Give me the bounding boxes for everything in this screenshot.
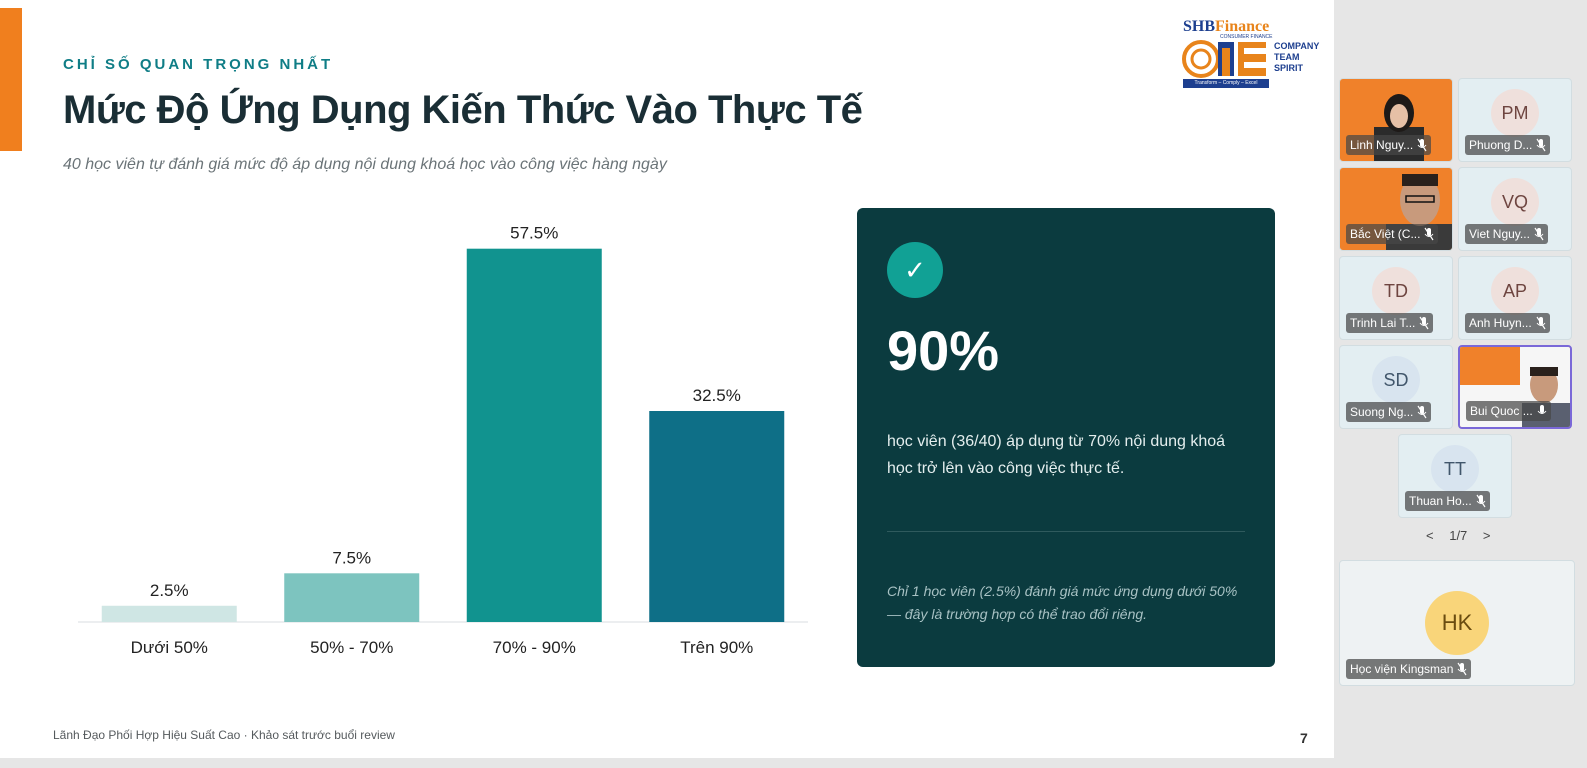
chart-bar [649, 411, 785, 622]
logo-team-lines: COMPANY TEAM SPIRIT [1274, 41, 1319, 74]
logo-team-line: SPIRIT [1274, 63, 1304, 73]
x-tick-label: Dưới 50% [131, 638, 208, 657]
highlight-note: Chỉ 1 học viên (2.5%) đánh giá mức ứng d… [887, 583, 1238, 622]
slide-subtitle: 40 học viên tự đánh giá mức độ áp dụng n… [63, 156, 667, 173]
participant-avatar: SD [1372, 356, 1420, 404]
mic-muted-icon [1417, 405, 1427, 419]
logo-sub: CONSUMER FINANCE [1220, 34, 1273, 40]
participant-name: Phuong D... [1465, 135, 1551, 155]
mic-muted-icon [1424, 227, 1434, 241]
shared-slide: CHỈ SỐ QUAN TRỌNG NHẤT Mức Độ Ứng Dụng K… [0, 0, 1334, 758]
participant-tile[interactable]: Linh Nguy... [1339, 78, 1453, 162]
participant-name-text: Linh Nguy... [1350, 138, 1414, 152]
participant-tile[interactable]: AP Anh Huyn... [1458, 256, 1572, 340]
participant-name-text: Suong Ng... [1350, 405, 1414, 419]
featured-participant-tile[interactable]: HK Học viện Kingsman [1339, 560, 1575, 686]
bar-value-label: 7.5% [332, 548, 371, 567]
participant-tile[interactable]: Bắc Việt (C... [1339, 167, 1453, 251]
participant-avatar: PM [1491, 89, 1539, 137]
slide-kicker: CHỈ SỐ QUAN TRỌNG NHẤT [63, 56, 334, 73]
logo-tagline: Transform – Comply – Excel [1183, 79, 1269, 88]
slide-footer: Lãnh Đạo Phối Hợp Hiệu Suất Cao · Khảo s… [53, 728, 395, 742]
participant-avatar: VQ [1491, 178, 1539, 226]
check-icon: ✓ [887, 242, 943, 298]
participant-name-text: Anh Huyn... [1469, 316, 1532, 330]
page-indicator: 1/7 [1449, 528, 1468, 543]
participant-name: Suong Ng... [1346, 402, 1432, 422]
participant-tile[interactable]: VQ Viet Nguy... [1458, 167, 1572, 251]
mic-muted-icon [1417, 138, 1427, 152]
bar-chart: 2.5% Dưới 50% 7.5% 50% - 70% 57.5% 70% - 90% 3… [78, 224, 808, 657]
participant-tile-speaking[interactable]: Bui Quoc ... [1458, 345, 1572, 429]
logo-one-mark [1182, 40, 1266, 78]
logo-team-line: COMPANY [1274, 41, 1320, 51]
participant-avatar: TT [1431, 445, 1479, 493]
chart-bar [101, 605, 237, 622]
logo-brand: SHBFinance [1183, 18, 1269, 36]
participant-tile[interactable]: TD Trinh Lai T... [1339, 256, 1453, 340]
mic-icon [1537, 405, 1547, 414]
participant-avatar: AP [1491, 267, 1539, 315]
x-tick-label: Trên 90% [680, 638, 753, 657]
mic-muted-icon [1536, 316, 1546, 330]
participant-tile[interactable]: TT Thuan Ho... [1398, 434, 1512, 518]
mic-muted-icon [1457, 662, 1467, 676]
participant-name: Thuan Ho... [1405, 491, 1490, 511]
chart-bar [466, 248, 602, 622]
bar-value-label: 32.5% [693, 386, 741, 405]
x-tick-label: 70% - 90% [493, 638, 576, 657]
bar-value-label: 57.5% [510, 224, 558, 243]
participant-tile[interactable]: PM Phuong D... [1458, 78, 1572, 162]
mic-muted-icon [1536, 138, 1546, 152]
logo-brand-b: Finance [1215, 18, 1270, 35]
mic-muted-icon [1534, 227, 1544, 241]
prev-page-button[interactable]: < [1426, 528, 1434, 543]
participant-name-text: Bắc Việt (C... [1350, 227, 1421, 241]
bar-value-label: 2.5% [150, 581, 189, 600]
participant-name: Linh Nguy... [1346, 135, 1432, 155]
participant-name-text: Viet Nguy... [1469, 227, 1530, 241]
participant-name: Bắc Việt (C... [1346, 224, 1439, 244]
highlight-stat: 90% [887, 319, 1000, 382]
participant-tile[interactable]: SD Suong Ng... [1339, 345, 1453, 429]
accent-bar [0, 8, 22, 151]
mic-muted-icon [1476, 494, 1486, 508]
participant-avatar: TD [1372, 267, 1420, 315]
participant-name-text: Phuong D... [1469, 138, 1533, 152]
participant-name: Bui Quoc ... [1466, 401, 1551, 421]
chart-bar [284, 573, 420, 622]
participant-name-text: Trinh Lai T... [1350, 316, 1416, 330]
next-page-button[interactable]: > [1482, 528, 1491, 543]
participant-avatar: HK [1425, 591, 1489, 655]
highlight-description: học viên (36/40) áp dụng từ 70% nội dung… [887, 433, 1226, 477]
logo-team-line: TEAM [1274, 52, 1300, 62]
participant-name: Học viện Kingsman [1346, 659, 1472, 679]
page-number: 7 [1300, 730, 1308, 746]
x-tick-label: 50% - 70% [310, 638, 393, 657]
company-logo: SHBFinance CONSUMER FINANCE COMPANY TEAM… [1180, 18, 1319, 90]
gallery-pager: < 1/7 > [1420, 528, 1497, 543]
participant-name: Trinh Lai T... [1346, 313, 1434, 333]
participant-name-text: Học viện Kingsman [1350, 662, 1454, 676]
panel-divider [887, 531, 1245, 532]
highlight-panel: ✓ 90% học viên (36/40) áp dụng từ 70% nộ… [857, 208, 1275, 667]
participant-name: Viet Nguy... [1465, 224, 1548, 244]
participant-name: Anh Huyn... [1465, 313, 1550, 333]
logo-brand-a: SHB [1183, 18, 1216, 35]
mic-muted-icon [1419, 316, 1429, 330]
participant-name-text: Bui Quoc ... [1470, 404, 1533, 418]
participant-name-text: Thuan Ho... [1409, 494, 1472, 508]
slide-title: Mức Độ Ứng Dụng Kiến Thức Vào Thực Tế [63, 88, 863, 132]
